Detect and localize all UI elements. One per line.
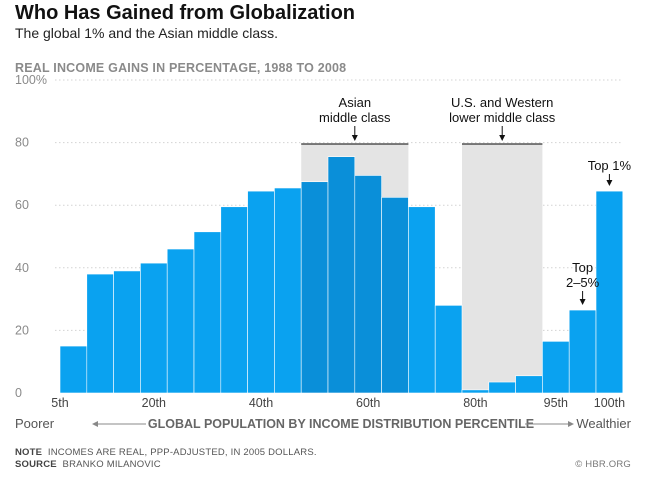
bar: [515, 375, 543, 394]
annotation-top-1-percent: Top 1%: [588, 158, 632, 173]
note-label: NOTE: [15, 447, 43, 458]
bar: [542, 341, 570, 394]
bar: [59, 345, 88, 394]
bar: [461, 389, 490, 394]
bar: [247, 190, 275, 394]
bar: [327, 156, 356, 394]
bar: [300, 181, 329, 394]
annotation-asian: Asian: [339, 95, 372, 110]
footer-note: NOTE INCOMES ARE REAL, PPP-ADJUSTED, IN …: [15, 447, 317, 458]
y-tick-label: 0: [15, 386, 22, 400]
bar: [595, 190, 624, 394]
footer-source: SOURCE BRANKO MILANOVIC: [15, 459, 161, 470]
bar: [193, 231, 222, 394]
annotation-arrowhead: [499, 135, 506, 141]
note-text: INCOMES ARE REAL, PPP-ADJUSTED, IN 2005 …: [47, 447, 317, 458]
annotation-top: Top: [572, 260, 593, 275]
bar: [381, 197, 409, 394]
x-tick-label: 40th: [249, 396, 273, 410]
bar: [408, 206, 436, 394]
y-tick-label: 60: [15, 198, 29, 212]
annotation-arrowhead: [351, 135, 358, 141]
bar: [220, 206, 248, 394]
bar: [434, 305, 463, 394]
annotation-us-western: U.S. and Western: [451, 95, 553, 110]
bar: [140, 262, 168, 394]
chart-subtitle: The global 1% and the Asian middle class…: [15, 25, 279, 41]
x-tick-label: 5th: [51, 396, 68, 410]
y-axis-label: REAL INCOME GAINS IN PERCENTAGE, 1988 TO…: [15, 61, 347, 75]
x-axis-right-arrowhead: [568, 421, 574, 427]
chart-title: Who Has Gained from Globalization: [15, 2, 356, 24]
y-tick-label: 40: [15, 261, 29, 275]
x-axis-left-label: Poorer: [15, 416, 55, 431]
x-axis-title: GLOBAL POPULATION BY INCOME DISTRIBUTION…: [148, 417, 534, 431]
bar: [568, 309, 597, 394]
credit: © HBR.ORG: [575, 459, 631, 470]
x-tick-label: 95th: [544, 396, 568, 410]
annotation-2-5-percent: 2–5%: [566, 275, 600, 290]
annotation-lower-middle-class: lower middle class: [449, 110, 556, 125]
source-text: BRANKO MILANOVIC: [62, 459, 161, 470]
bar: [113, 270, 141, 394]
x-tick-label: 80th: [463, 396, 487, 410]
x-tick-label: 100th: [594, 396, 625, 410]
x-tick-label: 60th: [356, 396, 380, 410]
bar: [86, 273, 114, 394]
bar: [488, 381, 516, 394]
x-axis-left-arrowhead: [92, 421, 98, 427]
annotation-arrowhead: [579, 299, 586, 305]
y-tick-label: 20: [15, 323, 29, 337]
bar: [166, 248, 195, 394]
x-tick-label: 20th: [142, 396, 166, 410]
y-tick-label: 100%: [15, 73, 47, 87]
y-tick-label: 80: [15, 136, 29, 150]
bar: [354, 175, 382, 394]
annotation-middle-class: middle class: [319, 110, 391, 125]
bar: [274, 187, 302, 394]
us-lower-middle-band: [462, 144, 543, 393]
source-label: SOURCE: [15, 459, 57, 470]
annotation-arrowhead: [606, 180, 613, 186]
x-axis-right-label: Wealthier: [576, 416, 631, 431]
